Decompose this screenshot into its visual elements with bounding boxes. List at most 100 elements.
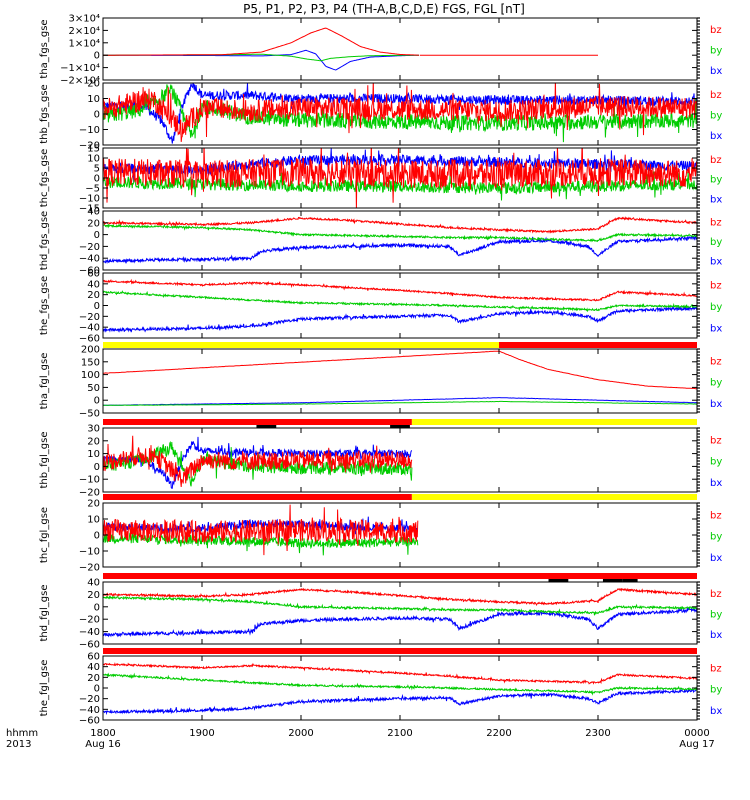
legend-bz: bz (710, 436, 722, 447)
series-line-by (103, 400, 697, 406)
legend-bz: bz (710, 511, 722, 522)
series-line-by (103, 672, 697, 696)
legend-bx: bx (710, 324, 722, 335)
y-tick-label: −20 (79, 563, 100, 574)
mode-bar-segment (411, 494, 697, 500)
mode-bar-mark (622, 579, 638, 582)
panel-frame (102, 17, 698, 81)
panel-ylabel: thc_fgs_gse (39, 149, 50, 208)
y-tick-label: 0 (94, 396, 100, 407)
y-tick-label: 10 (87, 449, 100, 460)
y-tick-label: −20 (79, 312, 100, 323)
mode-bar-mark (390, 425, 410, 428)
y-tick-label: −50 (79, 409, 100, 420)
series-line-bz (103, 148, 697, 208)
y-tick-label: 0 (94, 51, 100, 62)
legend-bz: bz (710, 357, 722, 368)
series-line-bx (103, 83, 697, 144)
series-line-bz (103, 435, 413, 488)
series-line-bz (103, 27, 420, 56)
y-tick-label: 20 (87, 218, 100, 229)
series-line-by (103, 527, 419, 556)
y-tick-label: 0 (94, 531, 100, 542)
panel-ylabel: thb_fgs_gse (39, 84, 50, 143)
mode-bar-segment (103, 494, 412, 500)
panel-thc_fgl_gse: 20 10 0 −10 −20 thc_fgl_gse bz by bx (39, 499, 722, 574)
legend-bz: bz (710, 90, 722, 101)
series-line-bx (103, 235, 697, 265)
y-tick-label: −20 (79, 141, 100, 152)
y-tick-label: 20 (87, 79, 100, 90)
x-tick-label: 2100 (387, 728, 412, 739)
legend-bz: bz (710, 664, 722, 675)
legend-by: by (710, 610, 722, 621)
panel-thb_fgs_gse: 20 10 0 −10 −20 thb_fgs_gse bz by bx (39, 79, 722, 152)
mode-bar (103, 573, 697, 582)
y-tick-label: 5 (94, 164, 100, 175)
x-tick-label: 0000 (684, 728, 709, 739)
series-line-bz (103, 662, 697, 685)
y-tick-label: −10 (79, 194, 100, 205)
y-tick-label: −60 (79, 640, 100, 651)
series-line-bx (103, 148, 697, 183)
y-tick-label: −10 (79, 125, 100, 136)
mode-bar (103, 494, 697, 500)
series-line-bx (103, 49, 419, 71)
y-tick-label: 50 (87, 383, 100, 394)
series-line-by (103, 595, 697, 616)
y-tick-label: −10 (79, 547, 100, 558)
y-tick-label: −20 (79, 488, 100, 499)
y-tick-label: 150 (81, 357, 100, 368)
y-tick-label: 0 (94, 301, 100, 312)
legend-bx: bx (710, 478, 722, 489)
mode-bar-segment (411, 419, 697, 425)
legend-bx: bx (710, 257, 722, 268)
series-line-by (103, 290, 697, 313)
legend-by: by (710, 457, 722, 468)
legend-by: by (710, 532, 722, 543)
series-line-bx (103, 397, 697, 406)
y-tick-label: 15 (87, 144, 100, 155)
series-line-bx (103, 607, 697, 638)
legend-by: by (710, 685, 722, 696)
y-tick-label: 20 (87, 590, 100, 601)
y-tick-label: −5 (85, 184, 100, 195)
y-tick-label: 10 (87, 515, 100, 526)
y-tick-label: 0 (94, 174, 100, 185)
legend-bx: bx (710, 131, 722, 142)
y-tick-label: 30 (87, 424, 100, 435)
y-tick-label: 3×10⁴ (69, 14, 100, 25)
series-line-bx (103, 688, 697, 716)
legend-bx: bx (710, 66, 722, 77)
legend-bz: bz (710, 218, 722, 229)
y-tick-label: 20 (87, 499, 100, 510)
panel-ylabel: the_fgs_gse (39, 276, 50, 335)
chart-title: P5, P1, P2, P3, P4 (TH-A,B,C,D,E) FGS, F… (243, 2, 525, 16)
legend-by: by (710, 175, 722, 186)
y-tick-label: 2×10⁴ (69, 26, 100, 37)
y-tick-label: 0 (94, 684, 100, 695)
y-tick-label: 100 (81, 370, 100, 381)
y-tick-label: −1×10⁴ (60, 63, 100, 74)
y-tick-label: 10 (87, 154, 100, 165)
legend-by: by (710, 378, 722, 389)
y-tick-label: −60 (79, 266, 100, 277)
y-tick-label: 40 (87, 207, 100, 218)
panel-ylabel: the_fgl_gse (39, 660, 50, 717)
mode-bar-segment (103, 419, 412, 425)
mode-bar-segment (103, 573, 697, 579)
x-axis-label-hhmm: hhmm (6, 728, 38, 739)
y-tick-label: 40 (87, 662, 100, 673)
series-line-bz (103, 504, 419, 556)
legend-bz: bz (710, 281, 722, 292)
y-tick-label: −10 (79, 475, 100, 486)
y-tick-label: −20 (79, 242, 100, 253)
y-tick-label: 60 (87, 652, 100, 663)
